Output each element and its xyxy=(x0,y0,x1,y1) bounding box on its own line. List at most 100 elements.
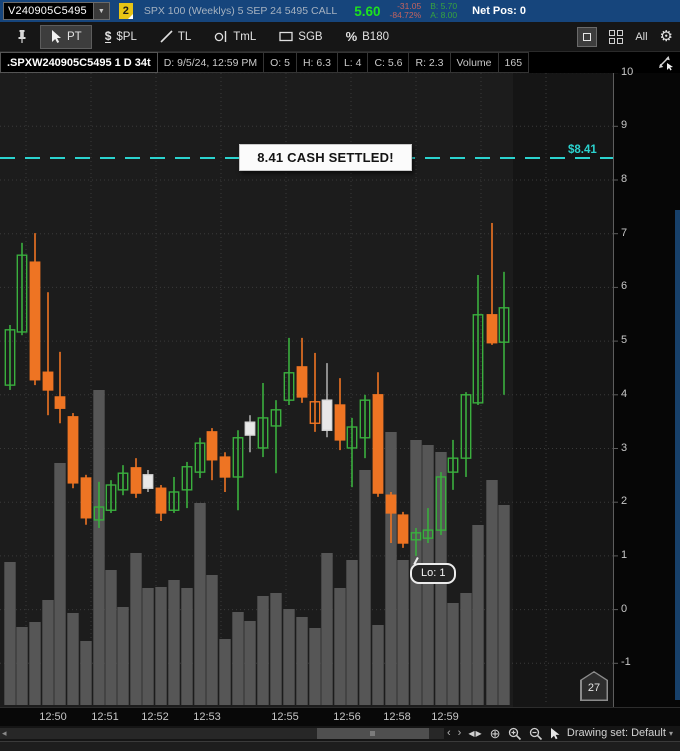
volume-bar xyxy=(219,639,231,705)
step-left-icon[interactable]: ‹ xyxy=(447,727,451,739)
chart-canvas[interactable]: 10 9 8 7 6 5 4 3 2 1 0 -1 8.41 CASH SETTLED! $8.41 … xyxy=(0,66,680,707)
tool-tl-button[interactable]: TL xyxy=(150,25,201,49)
tool-b180-button[interactable]: % B180 xyxy=(336,25,399,49)
step-right-icon[interactable]: › xyxy=(457,727,462,739)
chart-symbol-label[interactable]: .SPXW240905C5495 1 D 34t xyxy=(0,52,158,73)
volume-bar xyxy=(372,625,384,705)
candle-body xyxy=(472,314,484,404)
volume-bar xyxy=(16,627,28,705)
volume-bar xyxy=(4,562,16,705)
gear-icon[interactable]: ⚙ xyxy=(659,28,673,45)
scroll-left-icon[interactable]: ◂ xyxy=(2,728,7,738)
candle-body xyxy=(232,437,244,478)
tool-tl-label: TL xyxy=(177,30,192,43)
candle-body xyxy=(93,506,105,521)
percent-icon: % xyxy=(345,29,358,44)
volume-bar xyxy=(42,600,54,705)
zoom-in-icon[interactable] xyxy=(508,727,522,741)
volume-bar xyxy=(359,470,371,705)
volume-bar xyxy=(447,603,459,705)
volume-bar xyxy=(194,503,206,705)
volume-bar xyxy=(257,596,269,705)
volume-bar xyxy=(181,588,193,705)
price-axis-label: 1 xyxy=(621,548,628,561)
volume-bar xyxy=(346,560,358,705)
low-callout: Lo: 1 xyxy=(410,563,457,584)
candle-body xyxy=(194,442,206,473)
volume-bar xyxy=(67,613,79,705)
candle-body xyxy=(105,484,117,511)
volume-bar xyxy=(309,628,321,705)
message-count-badge[interactable]: 2 xyxy=(118,3,133,19)
restore-chart-icon[interactable] xyxy=(657,55,675,71)
tool-pt-label: PT xyxy=(67,30,82,43)
expand-horizontal-icon[interactable]: ◀▶ xyxy=(468,729,483,738)
time-axis-label: 12:52 xyxy=(141,711,169,723)
time-axis-label: 12:53 xyxy=(193,711,221,723)
trendline-icon xyxy=(160,30,173,43)
rectangle-icon xyxy=(279,31,293,42)
ohlc-cell: 165 xyxy=(498,52,530,73)
single-chart-button[interactable] xyxy=(577,26,598,47)
candle-body xyxy=(447,457,459,473)
ohlc-cell: L: 4 xyxy=(337,52,369,73)
settled-note-drawing[interactable]: 8.41 CASH SETTLED! xyxy=(239,144,412,171)
candle-body xyxy=(422,529,434,539)
level-price-label: $8.41 xyxy=(568,144,597,156)
candle-body xyxy=(385,494,397,514)
crosshair-icon[interactable]: ⊕ xyxy=(489,726,501,741)
candle-body xyxy=(155,487,167,514)
scrollbar-track[interactable]: ◂ xyxy=(0,728,444,739)
grid-layout-icon[interactable] xyxy=(609,29,624,44)
drawing-set-caret-icon: ▾ xyxy=(668,729,673,738)
volume-bar xyxy=(270,593,282,705)
time-axis-label: 12:55 xyxy=(271,711,299,723)
volume-bar xyxy=(283,609,295,705)
all-button[interactable]: All xyxy=(635,30,648,43)
bottom-strip xyxy=(0,741,680,751)
toolbar-right-cluster: All ⚙ xyxy=(577,26,673,47)
volume-bar xyxy=(498,505,510,705)
candle-body xyxy=(181,466,193,491)
change-stack: -31.05 -84.72% xyxy=(390,2,422,20)
candle-body xyxy=(244,421,256,436)
volume-bar xyxy=(105,570,117,705)
time-axis[interactable]: 12:50 12:51 12:52 12:53 12:55 12:56 12:58 12:59 xyxy=(0,707,680,726)
price-axis-label: 5 xyxy=(621,334,628,347)
pin-icon xyxy=(18,30,26,43)
symbol-dropdown-icon[interactable]: ▼ xyxy=(92,3,109,19)
tool-pl-button[interactable]: $ $PL xyxy=(95,25,147,49)
price-axis-label: -1 xyxy=(621,656,631,669)
candle-body xyxy=(16,254,28,333)
quote-bar: V240905C5495 ▼ 2 SPX 100 (Weeklys) 5 SEP… xyxy=(0,0,680,22)
zoom-out-icon[interactable] xyxy=(529,727,543,741)
volume-bar xyxy=(460,593,472,705)
candle-body xyxy=(296,366,308,398)
time-axis-label: 12:59 xyxy=(431,711,459,723)
candle-body xyxy=(67,416,79,484)
pointer-icon[interactable] xyxy=(550,727,561,740)
volume-bar xyxy=(385,432,397,705)
ohlc-cell: R: 2.3 xyxy=(409,52,451,73)
change-value: -31.05 xyxy=(397,1,422,11)
pin-button[interactable] xyxy=(7,25,37,49)
candle-body xyxy=(29,261,41,381)
candle-body xyxy=(117,472,129,491)
volume-bar xyxy=(80,641,92,705)
tool-pt-button[interactable]: PT xyxy=(40,24,92,49)
candle-body xyxy=(80,477,92,519)
symbol-input[interactable]: V240905C5495 ▼ xyxy=(3,2,110,20)
candle-body xyxy=(372,394,384,494)
volume-bar xyxy=(130,553,142,705)
tool-tml-label: TmL xyxy=(233,30,257,43)
tool-tml-button[interactable]: TmL xyxy=(204,25,266,49)
chart-plot[interactable] xyxy=(0,73,680,707)
ohlc-cell: O: 5 xyxy=(264,52,297,73)
price-axis[interactable]: 10 9 8 7 6 5 4 3 2 1 0 -1 xyxy=(618,66,680,707)
drawing-set-selector[interactable]: Drawing set: Default ▾ xyxy=(567,727,673,739)
tool-pl-label: $PL xyxy=(116,30,137,43)
scrollbar-thumb[interactable] xyxy=(317,728,429,739)
candle-body xyxy=(54,396,66,409)
tool-sgb-button[interactable]: SGB xyxy=(269,25,332,49)
ohlc-cell: Volume xyxy=(450,52,499,73)
